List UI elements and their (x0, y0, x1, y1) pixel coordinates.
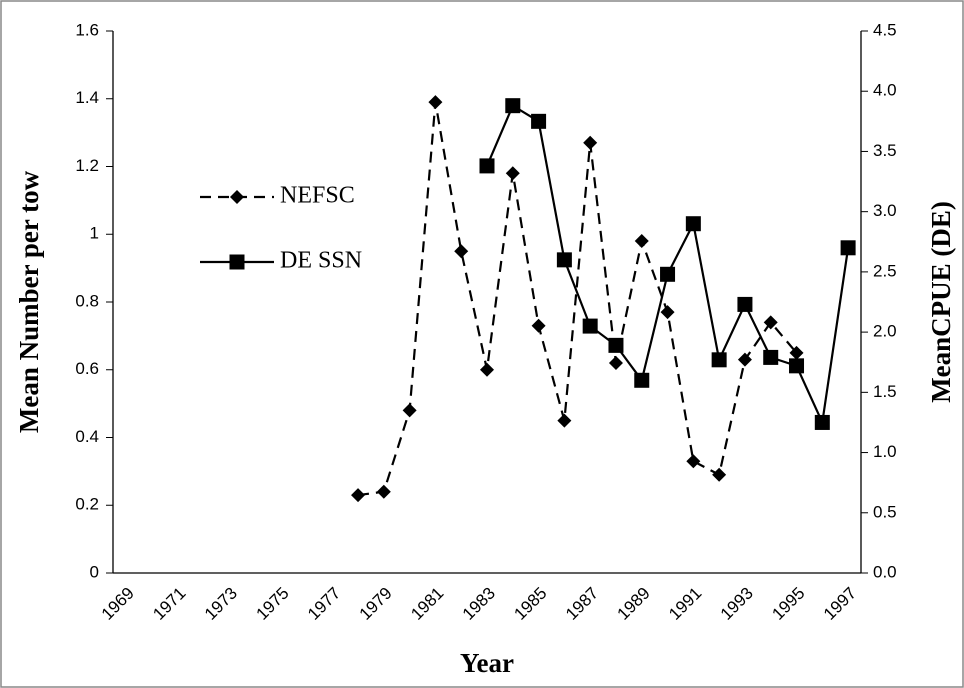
data-point (660, 266, 676, 282)
data-point (737, 296, 753, 312)
legend-label: DE SSN (280, 248, 362, 274)
data-point (582, 318, 598, 334)
data-point (505, 98, 521, 114)
data-point (789, 358, 805, 374)
y2-tick-label: 2.0 (873, 322, 897, 341)
y2-tick-label: 3.0 (873, 201, 897, 220)
y2-tick-label: 1.0 (873, 442, 897, 461)
x-axis-title: Year (460, 648, 514, 678)
y-tick-label: 0.8 (75, 291, 99, 310)
data-point (763, 315, 778, 330)
y2-axis-title: MeanCPUE (DE) (926, 201, 956, 403)
data-point (789, 345, 804, 360)
legend-marker (230, 190, 244, 204)
data-point (608, 337, 624, 353)
y2-tick-label: 2.5 (873, 261, 897, 280)
y-tick-label: 0.6 (75, 359, 99, 378)
data-point (685, 216, 701, 232)
data-point (660, 305, 675, 320)
data-point (479, 158, 495, 174)
data-point (814, 414, 830, 430)
data-point (556, 252, 572, 268)
data-point (634, 372, 650, 388)
y-tick-label: 1.4 (75, 88, 99, 107)
data-point (480, 362, 494, 377)
data-point (737, 352, 752, 367)
data-point (634, 234, 649, 249)
y-tick-label: 0.4 (75, 427, 99, 446)
data-point (351, 488, 366, 503)
y2-tick-label: 4.0 (873, 81, 897, 100)
series-line (357, 101, 798, 497)
legend-marker (229, 254, 245, 270)
data-point (686, 454, 701, 469)
y-tick-label: 1.2 (75, 156, 99, 175)
data-point (376, 484, 391, 499)
data-point (531, 318, 546, 333)
data-point (454, 244, 469, 259)
y-tick-label: 0.2 (75, 495, 99, 514)
data-point (402, 403, 417, 418)
data-point (428, 95, 443, 110)
data-point (711, 352, 727, 368)
y-tick-label: 1 (90, 224, 99, 243)
data-point (557, 413, 572, 428)
y2-tick-label: 0.0 (873, 562, 897, 581)
data-point (712, 467, 727, 482)
data-point (763, 349, 779, 365)
y-tick-label: 0 (90, 562, 99, 581)
y-tick-label: 1.6 (75, 20, 99, 39)
y-axis-title: Mean Number per tow (14, 170, 44, 433)
y2-tick-label: 4.5 (873, 20, 897, 39)
y2-tick-label: 0.5 (873, 502, 897, 521)
data-point (505, 166, 520, 181)
data-point (840, 240, 856, 256)
data-point (583, 135, 598, 150)
data-point (531, 113, 547, 129)
y2-tick-label: 3.5 (873, 141, 897, 160)
data-point (608, 355, 623, 370)
legend-label: NEFSC (280, 183, 355, 209)
y2-tick-label: 1.5 (873, 382, 897, 401)
